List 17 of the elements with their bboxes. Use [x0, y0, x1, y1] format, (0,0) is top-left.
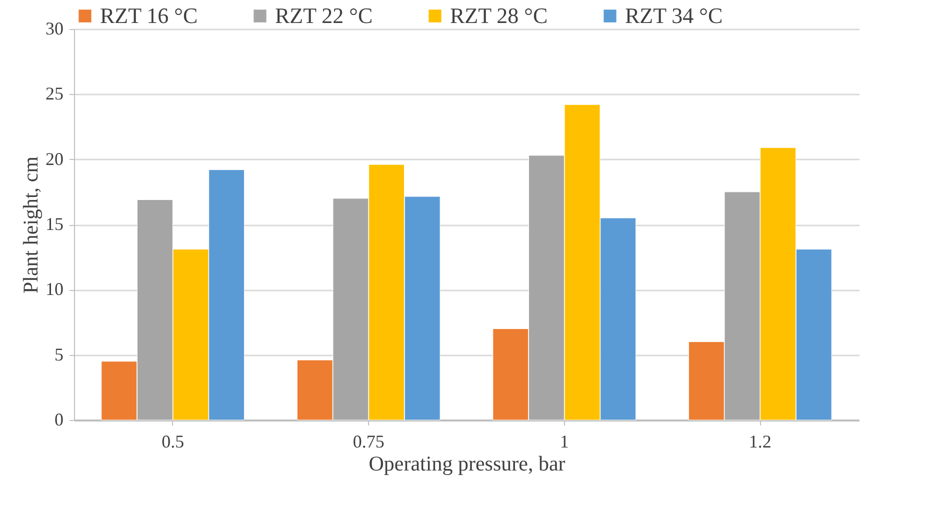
x-tick-label: 1.2 — [748, 432, 772, 452]
y-tick-label: 20 — [46, 148, 64, 169]
y-tick-label: 5 — [54, 344, 64, 364]
y-tick-label: 25 — [46, 84, 64, 104]
y-axis-title: Plant height, cm — [18, 156, 42, 294]
x-tick-label: 1 — [560, 432, 569, 452]
y-tick-label: 10 — [46, 279, 64, 300]
legend-label: RZT 22 °C — [275, 3, 373, 28]
x-tick-label: 0.5 — [162, 432, 184, 452]
legend-label: RZT 34 °C — [625, 3, 723, 28]
x-axis-title: Operating pressure, bar — [368, 452, 566, 476]
y-tick-label: 30 — [46, 18, 64, 38]
legend-label: RZT 16 °C — [100, 3, 198, 28]
x-tick-label: 0.75 — [352, 432, 384, 452]
y-tick-label: 0 — [54, 410, 64, 430]
legend-label: RZT 28 °C — [450, 3, 548, 28]
y-tick-label: 15 — [46, 214, 64, 234]
